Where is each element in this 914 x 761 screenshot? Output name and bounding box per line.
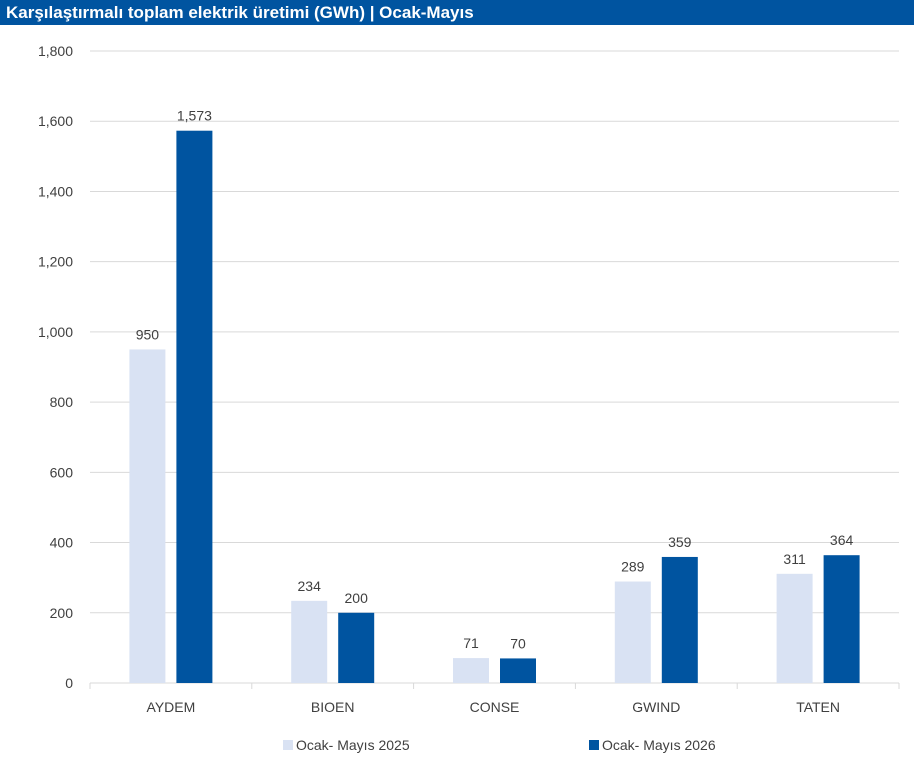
title-bar: Karşılaştırmalı toplam elektrik üretimi …: [0, 0, 914, 25]
y-tick-label: 1,400: [38, 183, 73, 199]
legend-swatch: [283, 740, 293, 750]
data-label: 71: [463, 635, 479, 651]
data-label: 1,573: [177, 108, 212, 124]
y-tick-label: 1,600: [38, 113, 73, 129]
data-label: 359: [668, 534, 692, 550]
y-tick-label: 600: [50, 464, 74, 480]
bar: [129, 349, 166, 683]
legend-label: Ocak- Mayıs 2026: [602, 737, 716, 753]
legend-label: Ocak- Mayıs 2025: [296, 737, 410, 753]
bar: [338, 612, 375, 683]
bar: [823, 555, 860, 683]
bar: [661, 556, 698, 683]
chart-title: Karşılaştırmalı toplam elektrik üretimi …: [6, 3, 474, 22]
y-tick-label: 400: [50, 535, 74, 551]
data-label: 234: [298, 578, 322, 594]
bar: [776, 573, 813, 683]
bar: [614, 581, 651, 683]
x-tick-label: BIOEN: [311, 699, 355, 715]
data-label: 311: [783, 551, 806, 567]
y-tick-label: 200: [50, 605, 74, 621]
bar: [291, 600, 328, 683]
data-label: 364: [830, 532, 854, 548]
y-tick-label: 1,200: [38, 254, 73, 270]
data-label: 950: [136, 326, 160, 342]
bar: [453, 658, 489, 683]
y-tick-label: 1,800: [38, 43, 73, 59]
y-tick-label: 800: [50, 394, 74, 410]
legend-swatch: [589, 740, 599, 750]
data-label: 200: [345, 590, 369, 606]
y-tick-label: 0: [65, 675, 73, 691]
data-label: 289: [621, 559, 645, 575]
x-tick-label: GWIND: [632, 699, 680, 715]
x-tick-label: AYDEM: [147, 699, 196, 715]
x-tick-label: CONSE: [470, 699, 520, 715]
bar: [500, 658, 536, 683]
y-tick-label: 1,000: [38, 324, 73, 340]
data-label: 70: [510, 635, 526, 651]
bar: [176, 130, 213, 684]
x-tick-label: TATEN: [796, 699, 840, 715]
